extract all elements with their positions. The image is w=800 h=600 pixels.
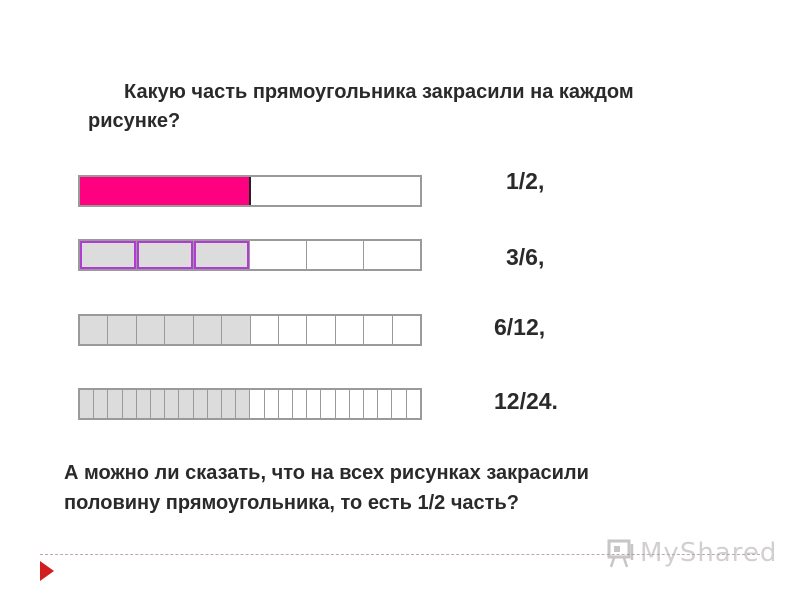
- shaded-part: [80, 177, 251, 205]
- empty-part: [307, 241, 365, 269]
- empty-part: [279, 390, 294, 418]
- empty-part: [321, 390, 336, 418]
- presentation-board-icon: [606, 538, 636, 568]
- empty-part: [250, 241, 308, 269]
- shaded-part: [151, 390, 166, 418]
- shaded-part: [94, 390, 109, 418]
- shaded-part: [108, 390, 123, 418]
- empty-part: [364, 316, 393, 344]
- logo-text: MyShared: [640, 538, 778, 568]
- empty-part: [407, 390, 420, 418]
- fraction-label-1: 1/2,: [506, 168, 545, 194]
- empty-part: [392, 390, 407, 418]
- empty-part: [364, 241, 420, 269]
- shaded-part: [80, 316, 109, 344]
- site-logo: MyShared: [606, 538, 777, 568]
- shaded-part: [136, 390, 152, 418]
- empty-part: [251, 177, 420, 205]
- bar-halves: [78, 175, 422, 207]
- answer-question-text: А можно ли сказать, что на всех рисунках…: [64, 462, 589, 514]
- bar-twentyfourths: [78, 388, 422, 420]
- shaded-part: [193, 241, 251, 269]
- fraction-label-4: 12/24.: [494, 388, 558, 414]
- empty-part: [364, 390, 379, 418]
- empty-part: [336, 316, 365, 344]
- shaded-part: [80, 241, 137, 269]
- shaded-part: [80, 390, 95, 418]
- empty-part: [265, 390, 279, 418]
- shaded-part: [207, 390, 223, 418]
- footer-divider: [40, 554, 760, 555]
- shaded-part: [193, 316, 223, 344]
- empty-part: [378, 390, 393, 418]
- empty-part: [250, 390, 265, 418]
- fraction-label-3: 6/12,: [494, 314, 546, 340]
- shaded-part: [136, 241, 194, 269]
- empty-part: [336, 390, 350, 418]
- shaded-part: [179, 390, 194, 418]
- empty-part: [307, 390, 322, 418]
- empty-part: [307, 316, 336, 344]
- shaded-part: [165, 316, 194, 344]
- shaded-part: [222, 390, 237, 418]
- fraction-label-2: 3/6,: [506, 244, 545, 270]
- shaded-part: [122, 390, 137, 418]
- question-text: Какую часть прямоугольника закрасили на …: [88, 81, 634, 132]
- bar-sixths: [78, 239, 422, 271]
- empty-part: [393, 316, 420, 344]
- shaded-part: [236, 390, 251, 418]
- empty-part: [251, 316, 279, 344]
- shaded-part: [193, 390, 208, 418]
- empty-part: [293, 390, 308, 418]
- bar-twelfths: [78, 314, 422, 346]
- empty-part: [279, 316, 308, 344]
- empty-part: [350, 390, 365, 418]
- shaded-part: [136, 316, 166, 344]
- next-arrow-icon[interactable]: [40, 561, 54, 581]
- shaded-part: [165, 390, 180, 418]
- shaded-part: [108, 316, 137, 344]
- shaded-part: [222, 316, 251, 344]
